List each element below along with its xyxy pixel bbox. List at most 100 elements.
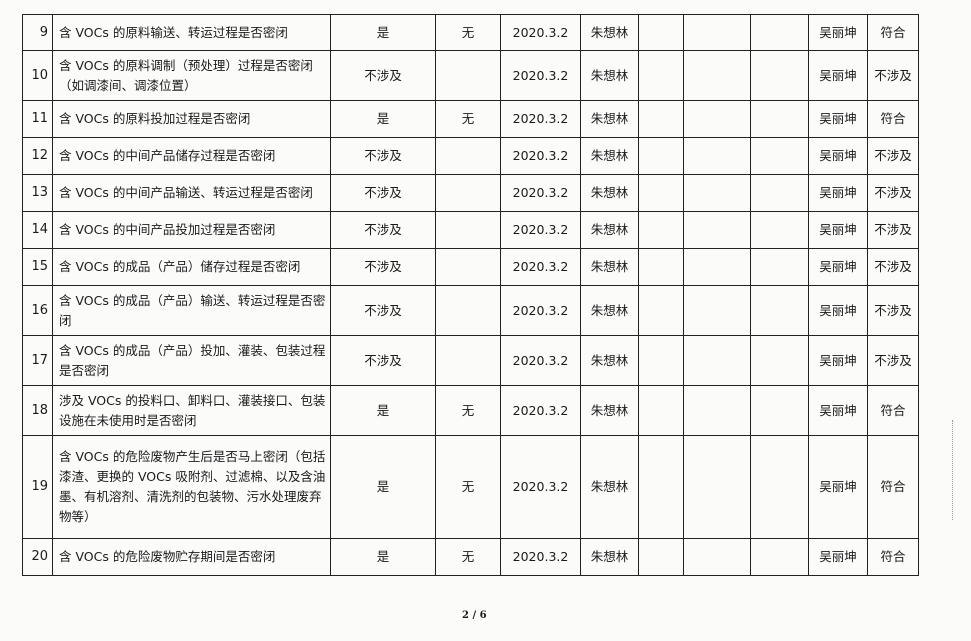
check-item: 涉及 VOCs 的投料口、卸料口、灌装接口、包装设施在未使用时是否密闭 xyxy=(52,385,331,436)
result: 不涉及 xyxy=(867,174,919,212)
blank-cell xyxy=(683,211,751,249)
issue xyxy=(435,174,501,212)
issue: 无 xyxy=(435,100,501,138)
check-item: 含 VOCs 的危险废物产生后是否马上密闭（包括漆渣、更换的 VOCs 吸附剂、… xyxy=(52,435,331,539)
involvement: 是 xyxy=(330,14,436,51)
issue xyxy=(435,137,501,175)
check-date: 2020.3.2 xyxy=(500,50,581,101)
involvement: 是 xyxy=(330,100,436,138)
blank-cell xyxy=(750,285,809,336)
result: 符合 xyxy=(867,538,919,576)
inspector: 朱想林 xyxy=(580,435,639,539)
issue xyxy=(435,211,501,249)
blank-cell xyxy=(638,435,684,539)
check-date: 2020.3.2 xyxy=(500,137,581,175)
blank-cell xyxy=(683,137,751,175)
blank-cell xyxy=(638,538,684,576)
issue: 无 xyxy=(435,14,501,51)
blank-cell xyxy=(638,50,684,101)
check-item: 含 VOCs 的成品（产品）输送、转运过程是否密闭 xyxy=(52,285,331,336)
check-date: 2020.3.2 xyxy=(500,538,581,576)
check-item: 含 VOCs 的中间产品投加过程是否密闭 xyxy=(52,211,331,249)
involvement: 不涉及 xyxy=(330,285,436,336)
table-row: 15 含 VOCs 的成品（产品）储存过程是否密闭 不涉及 2020.3.2 朱想林 吴丽… xyxy=(22,248,919,286)
blank-cell xyxy=(638,211,684,249)
blank-cell xyxy=(638,335,684,386)
blank-cell xyxy=(638,100,684,138)
check-date: 2020.3.2 xyxy=(500,285,581,336)
reviewer: 吴丽坤 xyxy=(808,50,868,101)
result: 符合 xyxy=(867,435,919,539)
reviewer: 吴丽坤 xyxy=(808,335,868,386)
inspector: 朱想林 xyxy=(580,538,639,576)
blank-cell xyxy=(750,538,809,576)
blank-cell xyxy=(750,14,809,51)
blank-cell xyxy=(638,137,684,175)
reviewer: 吴丽坤 xyxy=(808,285,868,336)
table-row: 17 含 VOCs 的成品（产品）投加、灌装、包装过程是否密闭 不涉及 2020.3.… xyxy=(22,335,919,386)
blank-cell xyxy=(683,285,751,336)
blank-cell xyxy=(750,50,809,101)
inspector: 朱想林 xyxy=(580,385,639,436)
blank-cell xyxy=(750,100,809,138)
issue xyxy=(435,50,501,101)
result: 不涉及 xyxy=(867,211,919,249)
inspector: 朱想林 xyxy=(580,335,639,386)
inspector: 朱想林 xyxy=(580,248,639,286)
reviewer: 吴丽坤 xyxy=(808,100,868,138)
blank-cell xyxy=(683,174,751,212)
result: 不涉及 xyxy=(867,335,919,386)
row-number: 16 xyxy=(22,285,53,336)
table-row: 12 含 VOCs 的中间产品储存过程是否密闭 不涉及 2020.3.2 朱想林 吴丽坤不… xyxy=(22,137,919,175)
check-item: 含 VOCs 的成品（产品）投加、灌装、包装过程是否密闭 xyxy=(52,335,331,386)
inspector: 朱想林 xyxy=(580,14,639,51)
blank-cell xyxy=(683,538,751,576)
inspector: 朱想林 xyxy=(580,137,639,175)
row-number: 18 xyxy=(22,385,53,436)
row-number: 17 xyxy=(22,335,53,386)
blank-cell xyxy=(638,385,684,436)
issue: 无 xyxy=(435,385,501,436)
blank-cell xyxy=(683,385,751,436)
row-number: 15 xyxy=(22,248,53,286)
row-number: 12 xyxy=(22,137,53,175)
table-row: 13 含 VOCs 的中间产品输送、转运过程是否密闭 不涉及 2020.3.2 朱想林吴… xyxy=(22,174,919,212)
inspector: 朱想林 xyxy=(580,211,639,249)
issue: 无 xyxy=(435,435,501,539)
check-date: 2020.3.2 xyxy=(500,14,581,51)
involvement: 是 xyxy=(330,435,436,539)
row-number: 13 xyxy=(22,174,53,212)
check-item: 含 VOCs 的原料投加过程是否密闭 xyxy=(52,100,331,138)
check-item: 含 VOCs 的原料调制（预处理）过程是否密闭（如调漆间、调漆位置） xyxy=(52,50,331,101)
table-row: 16 含 VOCs 的成品（产品）输送、转运过程是否密闭 不涉及 2020.3.2 朱想… xyxy=(22,285,919,336)
blank-cell xyxy=(683,100,751,138)
row-number: 20 xyxy=(22,538,53,576)
reviewer: 吴丽坤 xyxy=(808,14,868,51)
page-number: 2 / 6 xyxy=(462,610,487,621)
blank-cell xyxy=(638,174,684,212)
check-date: 2020.3.2 xyxy=(500,435,581,539)
check-item: 含 VOCs 的成品（产品）储存过程是否密闭 xyxy=(52,248,331,286)
table-row: 20 含 VOCs 的危险废物贮存期间是否密闭是无 2020.3.2 朱想林 吴丽坤 符合 xyxy=(22,538,919,576)
result: 不涉及 xyxy=(867,137,919,175)
involvement: 不涉及 xyxy=(330,50,436,101)
row-number: 9 xyxy=(22,14,53,51)
involvement: 不涉及 xyxy=(330,211,436,249)
result: 符合 xyxy=(867,100,919,138)
check-date: 2020.3.2 xyxy=(500,385,581,436)
reviewer: 吴丽坤 xyxy=(808,385,868,436)
blank-cell xyxy=(683,435,751,539)
result: 不涉及 xyxy=(867,50,919,101)
check-date: 2020.3.2 xyxy=(500,100,581,138)
reviewer: 吴丽坤 xyxy=(808,174,868,212)
reviewer: 吴丽坤 xyxy=(808,538,868,576)
blank-cell xyxy=(750,435,809,539)
result: 符合 xyxy=(867,14,919,51)
margin-mark xyxy=(952,420,959,520)
check-date: 2020.3.2 xyxy=(500,211,581,249)
reviewer: 吴丽坤 xyxy=(808,248,868,286)
involvement: 不涉及 xyxy=(330,137,436,175)
inspector: 朱想林 xyxy=(580,174,639,212)
